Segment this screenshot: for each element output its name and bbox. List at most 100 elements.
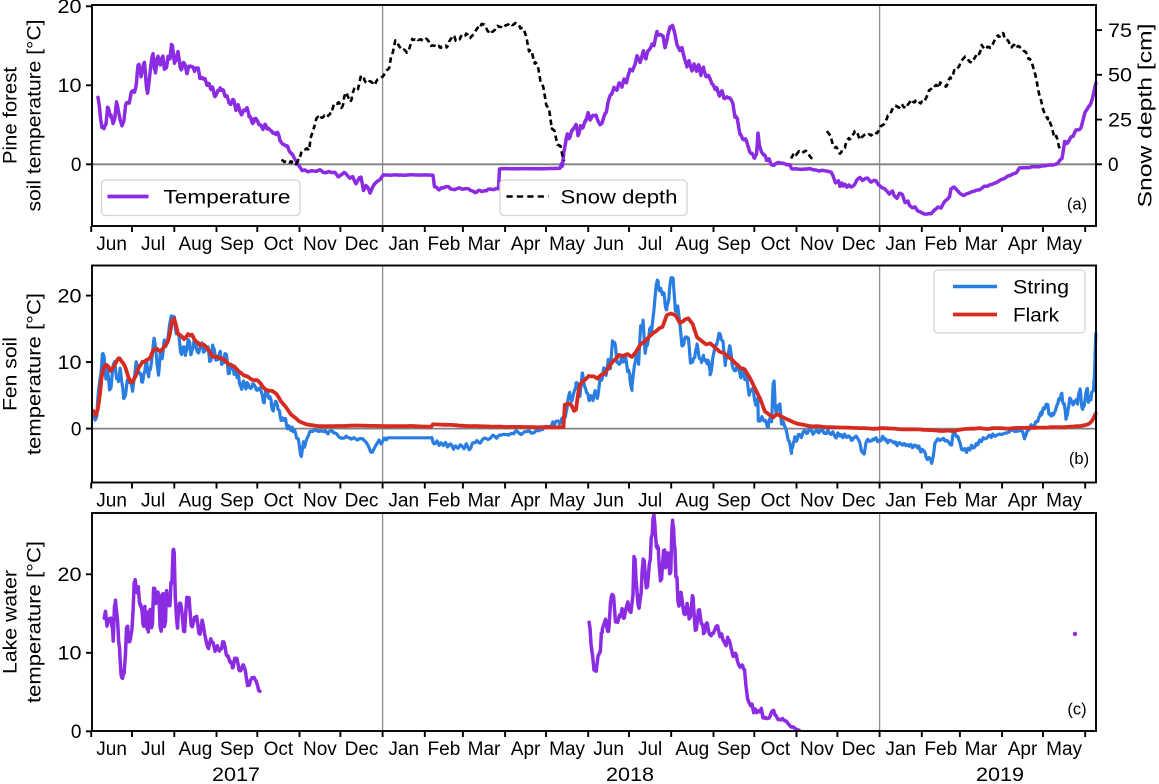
svg-text:Jun: Jun <box>593 739 624 760</box>
svg-text:Apr: Apr <box>511 491 541 512</box>
svg-text:Nov: Nov <box>800 739 834 760</box>
svg-text:Jun: Jun <box>96 491 127 512</box>
svg-text:Oct: Oct <box>761 739 791 760</box>
svg-text:Apr: Apr <box>511 739 541 760</box>
svg-text:Snow depth [cm]: Snow depth [cm] <box>1135 24 1157 208</box>
svg-text:Sep: Sep <box>717 739 751 760</box>
svg-text:Feb: Feb <box>428 491 461 512</box>
svg-text:20: 20 <box>58 0 82 18</box>
svg-text:25: 25 <box>1108 110 1132 131</box>
svg-text:May: May <box>1046 739 1082 760</box>
svg-text:temperature [°C]: temperature [°C] <box>24 541 46 703</box>
svg-text:Sep: Sep <box>717 491 751 512</box>
svg-text:Aug: Aug <box>178 739 212 760</box>
svg-text:Dec: Dec <box>345 234 379 255</box>
svg-text:Jul: Jul <box>638 491 662 512</box>
svg-text:May: May <box>1046 491 1082 512</box>
svg-text:Jun: Jun <box>96 234 127 255</box>
svg-text:Sep: Sep <box>717 234 751 255</box>
svg-text:Feb: Feb <box>924 491 957 512</box>
svg-text:Oct: Oct <box>264 739 294 760</box>
svg-text:Nov: Nov <box>303 234 337 255</box>
svg-text:10: 10 <box>58 353 82 374</box>
svg-text:Feb: Feb <box>428 739 461 760</box>
svg-text:Dec: Dec <box>842 491 876 512</box>
svg-text:Apr: Apr <box>1008 739 1038 760</box>
svg-text:Fen soil: Fen soil <box>0 337 22 411</box>
svg-text:Jan: Jan <box>885 739 916 760</box>
svg-text:0: 0 <box>71 419 82 440</box>
svg-text:Aug: Aug <box>675 739 709 760</box>
svg-text:Nov: Nov <box>800 234 834 255</box>
svg-text:Oct: Oct <box>264 491 294 512</box>
svg-text:0: 0 <box>71 722 82 743</box>
svg-text:Nov: Nov <box>303 739 337 760</box>
svg-text:Nov: Nov <box>800 491 834 512</box>
svg-text:Sep: Sep <box>220 739 254 760</box>
svg-text:Aug: Aug <box>675 491 709 512</box>
svg-text:Dec: Dec <box>345 491 379 512</box>
svg-text:(a): (a) <box>1067 196 1087 214</box>
svg-text:Jul: Jul <box>638 234 662 255</box>
svg-text:Jul: Jul <box>638 739 662 760</box>
svg-text:May: May <box>549 739 585 760</box>
svg-text:Jan: Jan <box>885 234 916 255</box>
svg-text:Jan: Jan <box>885 491 916 512</box>
svg-text:Dec: Dec <box>842 234 876 255</box>
svg-text:Mar: Mar <box>965 234 998 255</box>
svg-text:Snow depth: Snow depth <box>561 188 678 209</box>
svg-text:Pine forest: Pine forest <box>0 66 22 164</box>
svg-text:Jun: Jun <box>593 234 624 255</box>
svg-text:Flark: Flark <box>1013 306 1060 327</box>
svg-text:Mar: Mar <box>468 234 501 255</box>
svg-text:Aug: Aug <box>675 234 709 255</box>
svg-text:2017: 2017 <box>212 764 260 784</box>
svg-text:Aug: Aug <box>178 491 212 512</box>
svg-text:Aug: Aug <box>178 234 212 255</box>
svg-text:Feb: Feb <box>924 234 957 255</box>
svg-text:2019: 2019 <box>976 764 1024 784</box>
svg-text:Feb: Feb <box>924 739 957 760</box>
svg-text:(c): (c) <box>1067 701 1086 719</box>
svg-text:50: 50 <box>1108 66 1132 87</box>
svg-text:Mar: Mar <box>468 739 501 760</box>
svg-text:Sep: Sep <box>220 491 254 512</box>
svg-text:Sep: Sep <box>220 234 254 255</box>
svg-text:2018: 2018 <box>606 764 654 784</box>
svg-text:Jul: Jul <box>141 739 165 760</box>
svg-text:20: 20 <box>58 286 82 307</box>
svg-text:Apr: Apr <box>511 234 541 255</box>
svg-text:String: String <box>1013 278 1069 299</box>
svg-text:Oct: Oct <box>264 234 294 255</box>
svg-text:Nov: Nov <box>303 491 337 512</box>
svg-text:Dec: Dec <box>345 739 379 760</box>
svg-text:soil temperature [°C]: soil temperature [°C] <box>24 19 46 211</box>
svg-text:Apr: Apr <box>1008 491 1038 512</box>
svg-text:temperature [°C]: temperature [°C] <box>24 293 46 455</box>
svg-text:Jun: Jun <box>96 739 127 760</box>
svg-text:Mar: Mar <box>965 491 998 512</box>
svg-text:Jan: Jan <box>388 739 419 760</box>
svg-text:Jul: Jul <box>141 234 165 255</box>
svg-text:75: 75 <box>1108 21 1132 42</box>
svg-text:10: 10 <box>58 76 82 97</box>
svg-text:Oct: Oct <box>761 234 791 255</box>
svg-text:May: May <box>549 491 585 512</box>
svg-text:0: 0 <box>1108 155 1119 176</box>
svg-text:Feb: Feb <box>428 234 461 255</box>
svg-text:10: 10 <box>58 644 82 665</box>
svg-text:Jun: Jun <box>593 491 624 512</box>
svg-text:Jul: Jul <box>141 491 165 512</box>
svg-text:Dec: Dec <box>842 739 876 760</box>
svg-text:Lake water: Lake water <box>0 569 22 674</box>
svg-text:Temperature: Temperature <box>164 188 291 209</box>
svg-text:0: 0 <box>71 155 82 176</box>
svg-text:Jan: Jan <box>388 234 419 255</box>
svg-text:Mar: Mar <box>468 491 501 512</box>
svg-text:Jan: Jan <box>388 491 419 512</box>
svg-text:Oct: Oct <box>761 491 791 512</box>
svg-text:(b): (b) <box>1069 450 1089 468</box>
svg-text:May: May <box>549 234 585 255</box>
svg-text:20: 20 <box>58 565 82 586</box>
svg-text:May: May <box>1046 234 1082 255</box>
